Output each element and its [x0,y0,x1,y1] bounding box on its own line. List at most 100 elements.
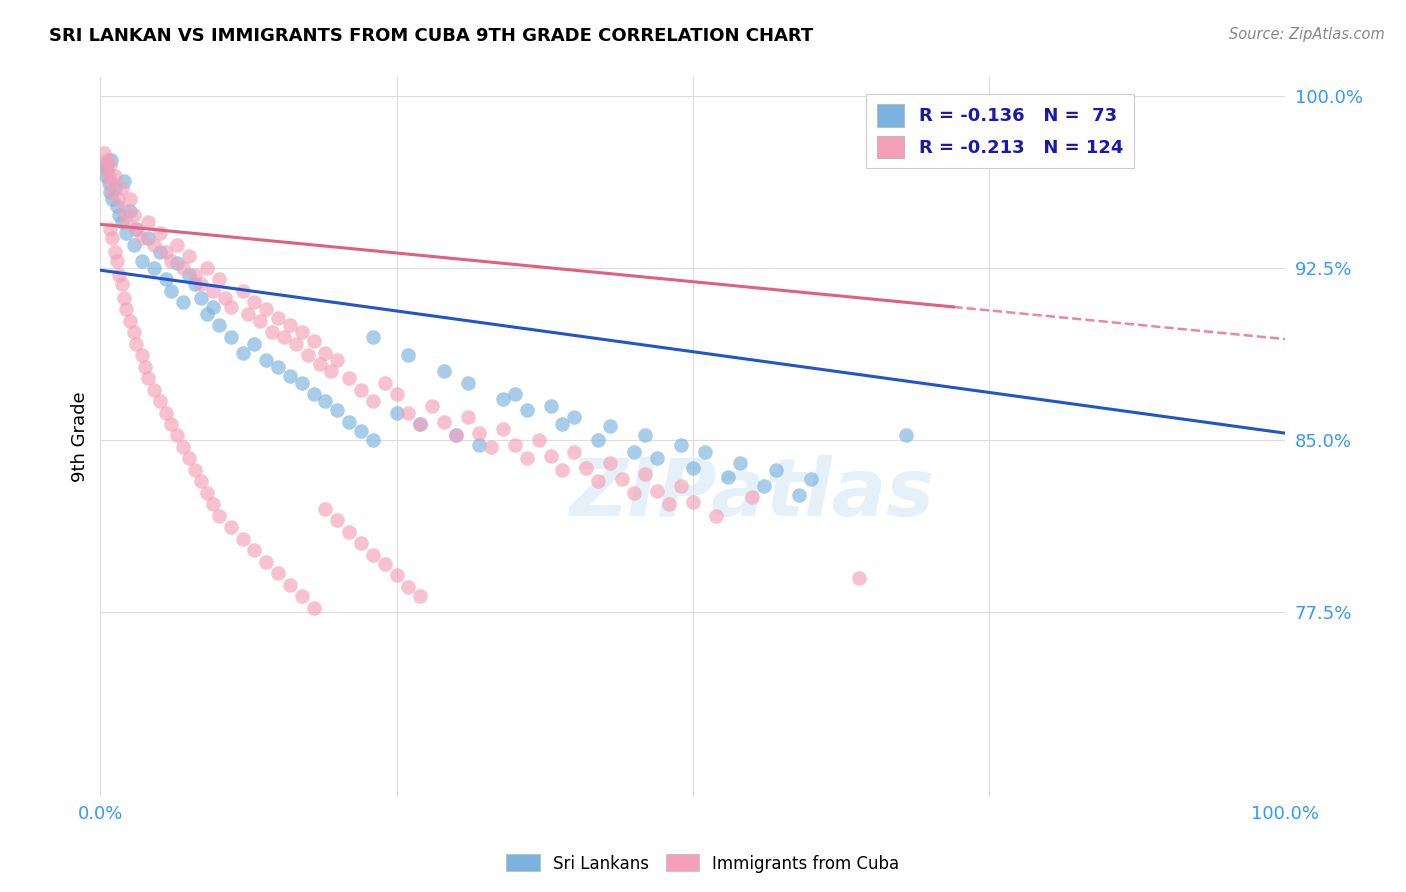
Point [155,244,177,259]
Point [302,600,325,615]
Point [586,433,609,447]
Point [166,238,188,252]
Point [444,428,467,442]
Point [219,300,242,314]
Point [201,284,224,298]
Point [208,318,231,333]
Point [96,169,118,183]
Point [112,174,135,188]
Point [243,543,266,558]
Point [136,371,159,385]
Point [231,532,253,546]
Point [516,451,538,466]
Point [468,437,491,451]
Point [540,399,562,413]
Legend: R = -0.136   N =  73, R = -0.213   N = 124: R = -0.136 N = 73, R = -0.213 N = 124 [866,94,1135,169]
Point [409,589,432,603]
Point [291,376,314,390]
Point [284,336,307,351]
Point [195,307,218,321]
Point [249,314,271,328]
Point [93,146,115,161]
Point [623,485,645,500]
Point [765,463,787,477]
Point [273,330,295,344]
Point [172,440,194,454]
Point [361,330,384,344]
Point [105,199,128,213]
Point [219,330,242,344]
Point [492,421,515,435]
Point [444,428,467,442]
Point [201,497,224,511]
Point [278,577,301,591]
Point [166,256,188,270]
Point [540,449,562,463]
Point [337,371,360,385]
Point [669,437,692,451]
Point [396,348,419,362]
Point [179,249,201,263]
Point [314,502,336,516]
Point [142,238,165,252]
Point [166,428,188,442]
Point [184,277,207,291]
Point [468,426,491,441]
Point [149,227,172,241]
Point [551,417,574,431]
Point [111,277,134,291]
Point [195,260,218,275]
Point [503,437,526,451]
Point [374,557,396,571]
Point [645,451,668,466]
Point [118,314,141,328]
Point [208,508,231,523]
Point [97,176,120,190]
Point [894,428,917,442]
Point [155,272,177,286]
Point [101,231,124,245]
Point [350,383,373,397]
Point [231,284,253,298]
Point [190,277,212,291]
Point [149,394,172,409]
Point [94,158,117,172]
Point [98,158,121,172]
Point [302,387,325,401]
Point [96,153,118,167]
Point [201,300,224,314]
Point [238,307,260,321]
Point [172,260,194,275]
Text: SRI LANKAN VS IMMIGRANTS FROM CUBA 9TH GRADE CORRELATION CHART: SRI LANKAN VS IMMIGRANTS FROM CUBA 9TH G… [49,27,814,45]
Point [326,352,349,367]
Point [160,417,183,431]
Point [97,169,120,183]
Point [610,472,633,486]
Point [326,513,349,527]
Point [243,295,266,310]
Point [752,479,775,493]
Point [179,451,201,466]
Point [115,302,138,317]
Point [848,571,870,585]
Point [516,403,538,417]
Point [623,444,645,458]
Point [314,394,336,409]
Point [118,192,141,206]
Point [420,399,443,413]
Point [374,376,396,390]
Text: Source: ZipAtlas.com: Source: ZipAtlas.com [1229,27,1385,42]
Point [134,359,156,374]
Point [1073,112,1095,126]
Point [693,444,716,458]
Point [575,460,598,475]
Point [433,364,456,378]
Point [172,295,194,310]
Point [131,348,153,362]
Point [98,185,121,199]
Point [361,548,384,562]
Point [385,568,408,582]
Point [728,456,751,470]
Point [741,491,763,505]
Point [184,463,207,477]
